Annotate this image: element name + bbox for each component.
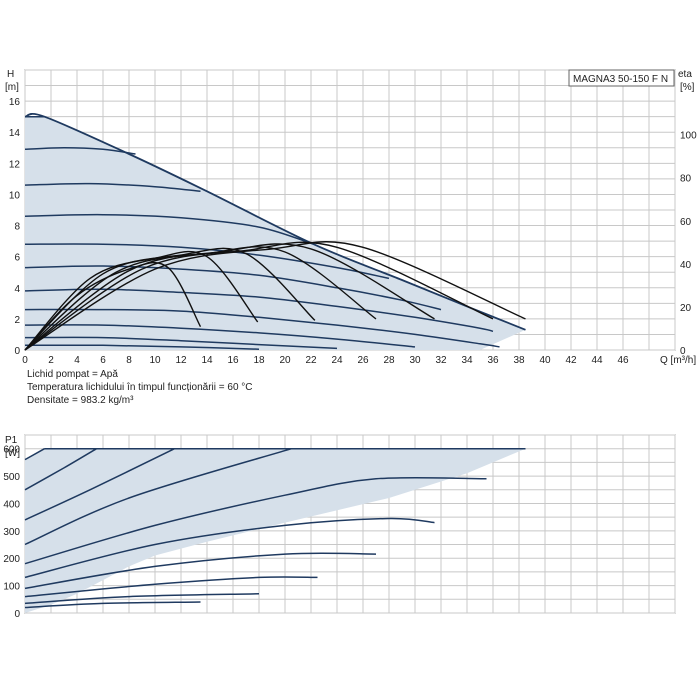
power-curves (24, 447, 526, 609)
x-tick-label: 42 (565, 355, 577, 366)
x-tick-label: 28 (383, 355, 395, 366)
head-curve-H5 (24, 243, 390, 280)
y2-tick-label: 20 (680, 303, 692, 314)
head-curve-H2 (24, 147, 136, 155)
power-ylabel-line2: [W] (5, 448, 20, 459)
head-curve-H9 (24, 324, 416, 348)
flow-xlabel: Q [m³/h] (660, 355, 696, 366)
power-curve-P3 (24, 448, 97, 491)
head-curve-H4 (24, 213, 314, 245)
x-tick-label: 16 (227, 355, 239, 366)
head-curve-H3 (24, 182, 201, 193)
x-tick-labels: 0 2 4 6 8 10 12 14 16 18 20 22 24 26 28 30 32 34 36 38 40 42 4… (22, 355, 629, 366)
head-curve-H10 (24, 336, 338, 350)
power-y-tick-label: 500 (3, 472, 20, 483)
power-y-tick-label: 400 (3, 499, 20, 510)
power-operating-envelope (25, 448, 526, 613)
power-curve-P9 (24, 576, 318, 598)
power-chart: 0 100 200 300 400 500 600 P1 [W] (3, 434, 676, 620)
efficiency-curve-E3 (24, 247, 316, 351)
head-operating-envelope (25, 116, 526, 350)
x-tick-label: 26 (357, 355, 369, 366)
eta-ylabel-line2: [%] (680, 82, 695, 93)
x-tick-label: 14 (201, 355, 213, 366)
model-label: MAGNA3 50-150 F N (573, 74, 668, 85)
x-tick-label: 2 (48, 355, 54, 366)
head-ylabel-line2: [m] (5, 82, 19, 93)
power-y-tick-label: 0 (14, 609, 20, 620)
y-tick-label: 12 (9, 159, 21, 170)
head-ylabel-line1: H (7, 69, 14, 80)
y2-tick-label: 80 (680, 174, 692, 185)
x-tick-label: 46 (617, 355, 629, 366)
y2-tick-label: 0 (680, 346, 686, 357)
efficiency-curve-E7 (24, 241, 526, 351)
power-y-tick-label: 300 (3, 527, 20, 538)
head-curve-H6 (24, 265, 442, 311)
efficiency-curve-E6 (24, 241, 494, 351)
head-efficiency-chart: 0 2 4 6 8 10 12 14 16 18 20 22 24 26 28 30 32 34 36 38 40 42 4… (5, 69, 697, 406)
head-curve-H7 (24, 288, 494, 333)
y-tick-label: 4 (14, 284, 20, 295)
x-tick-label: 40 (539, 355, 551, 366)
x-tick-label: 36 (487, 355, 499, 366)
x-tick-label: 20 (279, 355, 291, 366)
x-tick-label: 32 (435, 355, 447, 366)
x-tick-label: 8 (126, 355, 132, 366)
y-tick-label: 16 (9, 97, 21, 108)
x-tick-label: 24 (331, 355, 343, 366)
y2-tick-label: 60 (680, 217, 692, 228)
x-tick-label: 44 (591, 355, 603, 366)
x-tick-label: 38 (513, 355, 525, 366)
power-y-tick-label: 600 (3, 445, 20, 456)
head-curves (24, 113, 526, 350)
power-curve-P7 (24, 517, 435, 579)
efficiency-curves (24, 241, 526, 351)
x-tick-label: 12 (175, 355, 187, 366)
y-tick-label: 0 (14, 346, 20, 357)
x-tick-label: 34 (461, 355, 473, 366)
x-tick-label: 4 (74, 355, 80, 366)
power-y-tick-label: 200 (3, 554, 20, 565)
power-curve-P6 (24, 476, 487, 565)
density-note: Densitate = 983.2 kg/m³ (27, 395, 134, 406)
y2-tick-label: 100 (680, 131, 697, 142)
y2-tick-labels: 0 20 40 60 80 100 (680, 131, 697, 357)
liquid-temperature-note: Temperatura lichidului în timpul funcțio… (27, 382, 253, 393)
eta-ylabel-line1: eta (678, 69, 692, 80)
power-curve-P2 (24, 448, 45, 461)
y-tick-label: 10 (9, 190, 21, 201)
power-curve-P11 (24, 601, 201, 609)
x-tick-label: 30 (409, 355, 421, 366)
x-tick-label: 6 (100, 355, 106, 366)
y-tick-label: 8 (14, 222, 20, 233)
pumped-liquid-note: Lichid pompat = Apă (27, 369, 118, 380)
y-tick-labels: 0 2 4 6 8 10 12 14 16 (9, 97, 21, 357)
head-envelope-boundary (24, 113, 526, 331)
model-label-box (568, 69, 675, 87)
x-tick-label: 18 (253, 355, 265, 366)
head-curve-H11 (24, 344, 260, 350)
y-tick-label: 6 (14, 253, 20, 264)
y-tick-label: 2 (14, 315, 20, 326)
head-curve-H8 (24, 308, 500, 348)
x-tick-label: 22 (305, 355, 317, 366)
power-curve-P4 (24, 448, 175, 521)
power-y-tick-labels: 0 100 200 300 400 500 600 (3, 445, 20, 620)
x-tick-label: 0 (22, 355, 28, 366)
power-y-tick-label: 100 (3, 582, 20, 593)
power-curve-P8 (24, 552, 377, 590)
power-ylabel-line1: P1 (5, 435, 18, 446)
y2-tick-label: 40 (680, 260, 692, 271)
power-curve-P10 (24, 593, 260, 605)
x-tick-label: 10 (149, 355, 161, 366)
power-curve-P5 (24, 447, 292, 546)
y-tick-label: 14 (9, 128, 21, 139)
